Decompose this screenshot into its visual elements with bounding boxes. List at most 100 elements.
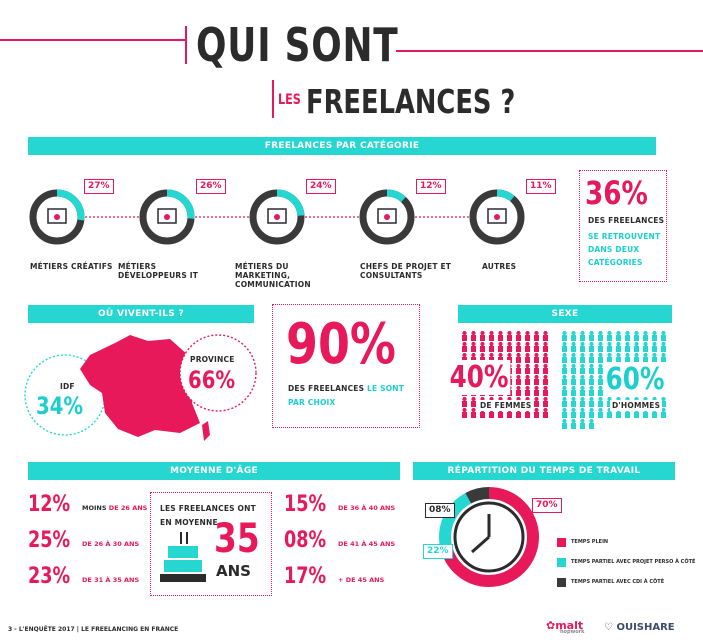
person-icon [506,353,513,363]
person-icon [570,331,577,341]
age-center-line2: EN MOYENNE [160,518,218,527]
person-icon [597,408,604,418]
category-ring-segment [139,189,195,245]
code-window-icon [157,208,177,224]
person-icon [588,331,595,341]
person-icon [461,397,468,407]
age-range-prefix: MOINS [82,504,109,512]
age-range-text: DE 41 À 45 ANS [338,540,396,548]
clock-hand-minute [471,535,490,554]
category-note-box [579,170,667,282]
malt-logo-sub: hopwork [560,629,585,635]
header-left-line [0,39,186,41]
sexe-bar: SEXE [458,305,672,323]
person-icon [506,408,513,418]
age-range-label: DE 41 À 45 ANS [338,540,395,548]
worktime-pct-cdi: 08% [425,503,455,518]
age-range-label: DE 36 À 40 ANS [338,504,395,512]
person-icon [588,364,595,374]
age-pct: 25% [28,528,71,553]
category-ring-segment [359,189,415,245]
age-center-box [150,492,272,596]
province-dotted-circle [179,334,257,412]
person-icon [579,386,586,396]
person-icon [579,331,586,341]
person-icon [660,353,667,363]
person-icon [497,331,504,341]
choice-text: DES FREELANCES LE SONT [288,384,404,393]
france-map [80,335,200,437]
ouishare-logo: ♡ OUISHARE [604,622,675,633]
person-icon [524,342,531,352]
choice-text2: LE SONT [367,384,405,393]
ellipsis-icon [487,208,507,224]
women-pct: 40% [448,360,511,395]
age-range-label: DE 31 À 35 ANS [82,576,139,584]
idf-label: IDF [60,382,75,391]
age-range-text: DE 31 À 35 ANS [82,576,140,584]
legend-label: TEMPS PARTIEL AVEC PROJET PERSO À CÔTÉ [571,559,696,565]
person-icon [615,408,622,418]
person-icon [588,397,595,407]
person-icon [542,342,549,352]
province-label: PROVINCE [190,355,235,364]
person-icon [561,397,568,407]
age-range-text: DE 36 À 40 ANS [338,504,396,512]
person-icon [533,375,540,385]
malt-logo-text: malt [555,619,584,632]
location-graphics [24,334,257,441]
person-icon [579,375,586,385]
province-pct: 66% [188,366,236,394]
worktime-bar: RÉPARTITION DU TEMPS DE TRAVAIL [413,462,675,480]
person-icon [561,386,568,396]
age-range-text: DE 26 À 30 ANS [82,540,140,548]
footer-page: 3 - L'ENQUÊTE 2017 [8,626,75,633]
person-icon [524,331,531,341]
person-icon [479,331,486,341]
category-note-pct: 36% [585,174,648,212]
person-icon [570,353,577,363]
person-icon [597,331,604,341]
person-icon [606,342,613,352]
person-icon [588,353,595,363]
person-icon [597,375,604,385]
person-icon [533,331,540,341]
person-icon [588,408,595,418]
person-icon [624,353,631,363]
person-icon [633,331,640,341]
person-icon [533,364,540,374]
subtitle-prefix: LES [278,92,301,108]
worktime-pct-full: 70% [532,498,562,513]
person-icon [488,408,495,418]
person-icon [488,353,495,363]
birthday-cake-icon [160,532,206,582]
person-icon [479,408,486,418]
person-icon [615,331,622,341]
person-icon [542,408,549,418]
person-icon [624,342,631,352]
person-icon [561,419,568,429]
person-icon [497,408,504,418]
category-pct-badge: 26% [196,179,226,194]
men-pct: 60% [604,362,667,397]
code-window-icon-accent [164,214,170,220]
age-range-text: + DE 45 ANS [338,576,385,584]
header-sub-vbar [272,80,274,118]
person-icon [497,353,504,363]
person-icon [570,364,577,374]
person-icon [515,331,522,341]
corsica-map [202,421,210,441]
person-icon [615,342,622,352]
worktime-pct-perso: 22% [423,544,453,559]
person-icon [479,342,486,352]
person-icon [633,342,640,352]
person-icon [651,342,658,352]
person-icon [597,397,604,407]
idf-pct: 34% [36,392,84,420]
legend-swatch [557,538,566,547]
creative-tools-icon [47,208,67,224]
person-icon [660,342,667,352]
person-icon [470,353,477,363]
person-icon [588,419,595,429]
person-icon [515,375,522,385]
